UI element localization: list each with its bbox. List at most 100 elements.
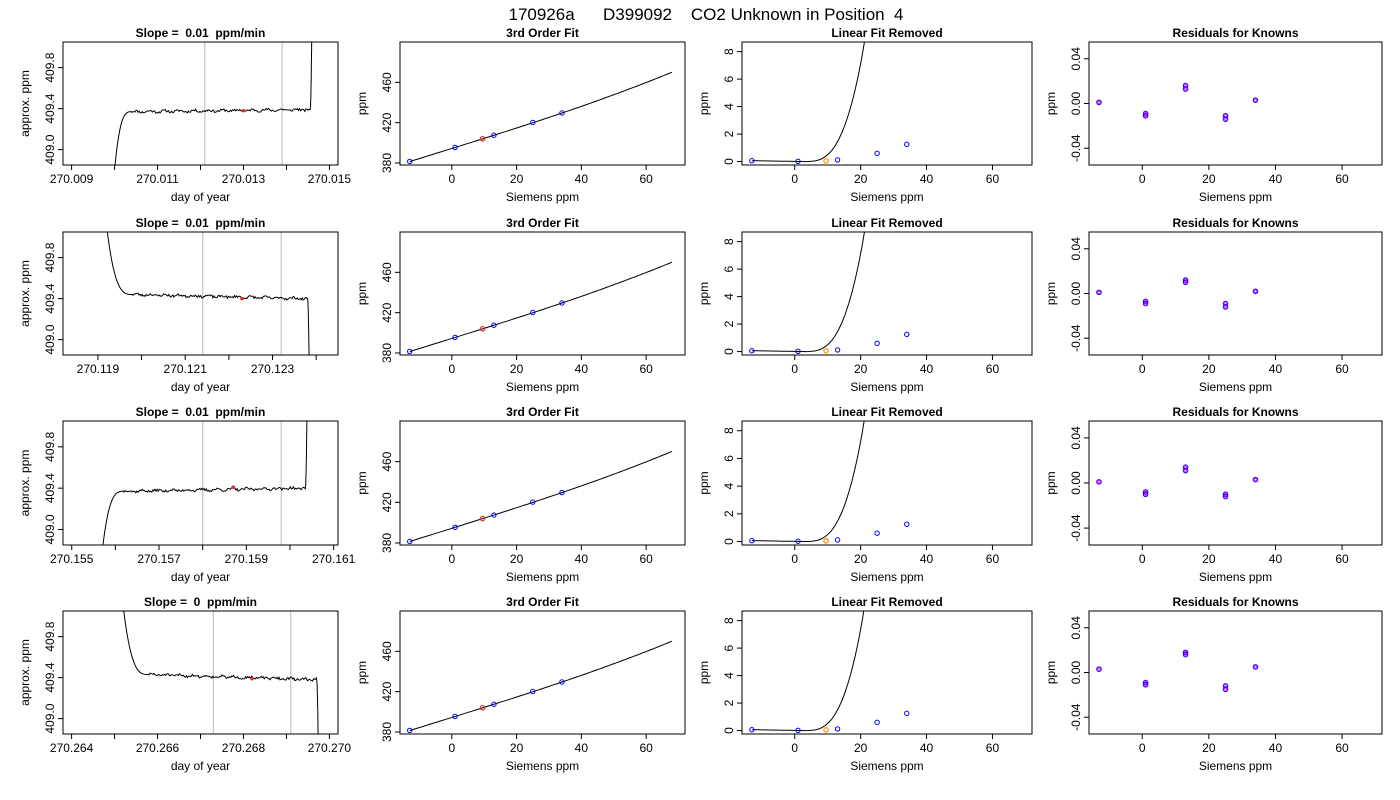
y-tick-label: 380: [380, 153, 394, 173]
residual-point: [1142, 300, 1149, 307]
y-tick-label: 409.4: [43, 283, 57, 313]
x-tick-label: 60: [986, 552, 1000, 566]
known-standard-point: [407, 538, 413, 545]
residual-point-inner: [1223, 305, 1228, 309]
residual-point: [1222, 491, 1229, 498]
fit-curve: [409, 71, 673, 163]
unknown-sample-point: [823, 727, 829, 733]
residual-point-inner: [1144, 301, 1148, 306]
x-tick-label: 20: [510, 362, 524, 376]
x-tick-label: 20: [510, 172, 524, 186]
plot-area: [749, 232, 910, 354]
panel-title: Linear Fit Removed: [831, 216, 942, 230]
x-tick-label: 0: [1139, 172, 1146, 186]
y-axis-label: approx. ppm: [18, 70, 32, 137]
y-tick-label: 420: [380, 681, 394, 701]
panel-title: Linear Fit Removed: [831, 405, 942, 419]
y-axis-label: ppm: [355, 471, 369, 494]
unknown-sample-point: [823, 158, 829, 164]
panel-title: 3rd Order Fit: [506, 216, 579, 230]
panel-frame: [62, 610, 339, 735]
plot-area: [749, 42, 910, 164]
plot-area: [106, 232, 310, 355]
residual-curve: [751, 611, 865, 732]
x-tick-label: 20: [854, 172, 868, 186]
known-standard-point: [407, 727, 413, 734]
x-tick-label: 20: [1202, 172, 1216, 186]
x-axis-label: Siemens ppm: [506, 570, 579, 584]
concentration-trace: [106, 232, 310, 355]
y-tick-label: 6: [722, 455, 736, 462]
y-axis-label: ppm: [697, 661, 711, 684]
residual-point: [1182, 279, 1189, 286]
residual-point-inner: [1097, 667, 1101, 671]
residual-point-inner: [1144, 114, 1148, 118]
y-tick-label: 0.00: [1069, 91, 1083, 115]
x-axis-label: Siemens ppm: [1199, 380, 1272, 394]
known-standard-point: [749, 727, 755, 733]
x-tick-label: 40: [575, 552, 589, 566]
plot-area: [1096, 82, 1259, 122]
known-standard-point: [904, 521, 910, 527]
x-tick-label: 60: [986, 362, 1000, 376]
known-standard-point: [491, 512, 497, 518]
y-tick-label: 4: [722, 103, 736, 110]
panel-frame: [399, 231, 686, 356]
known-standard-point: [904, 331, 910, 338]
y-tick-label: 380: [380, 343, 394, 363]
residual-point: [1182, 649, 1189, 656]
y-tick-label: 460: [380, 451, 394, 471]
plot-area: [407, 450, 673, 545]
y-tick-label: 460: [380, 641, 394, 661]
panel-residuals-row-3: Residuals for Knowns 0 20 40 60 -0.04 0.00 0.04…: [1044, 405, 1383, 584]
panel-frame: [62, 231, 339, 356]
residual-point: [1222, 116, 1229, 122]
y-tick-label: -0.04: [1069, 514, 1083, 542]
residual-point-inner: [1253, 665, 1258, 669]
residual-point: [1222, 686, 1229, 693]
y-tick-label: 409.0: [43, 514, 57, 544]
y-tick-label: 460: [380, 72, 394, 92]
x-tick-label: 0: [1139, 362, 1146, 376]
known-standard-point: [559, 300, 565, 306]
x-axis-label: Siemens ppm: [850, 570, 923, 584]
panel-linear_removed-row-4: Linear Fit Removed 0 20 40 60 0 2 4 6 8 Siemens pp…: [697, 595, 1033, 773]
x-tick-label: 20: [1202, 552, 1216, 566]
panel-grid: Slope = 0.01 ppm/min 270.009 270.011 270.01…: [18, 26, 1383, 773]
y-tick-label: -0.04: [1069, 703, 1083, 731]
unknown-sample-point: [479, 325, 486, 332]
known-standard-point: [904, 141, 910, 148]
y-tick-label: 0: [722, 158, 736, 165]
panel-title: Residuals for Knowns: [1172, 26, 1298, 40]
plot-area: [102, 421, 308, 545]
residual-point: [1182, 277, 1189, 283]
known-standard-point: [452, 144, 458, 151]
known-standard-point: [407, 348, 413, 355]
concentration-trace: [102, 421, 308, 545]
mean-marker: [240, 296, 244, 301]
residual-point-inner: [1097, 100, 1101, 104]
known-standard-point: [491, 322, 497, 328]
known-standard-point: [559, 110, 565, 116]
residual-point: [1252, 476, 1259, 483]
x-tick-label: 40: [1269, 741, 1283, 755]
panel-fit-row-4: 3rd Order Fit 0 20 40 60 380 420 460 Siemens ppm…: [355, 595, 686, 773]
residual-point-inner: [1097, 480, 1101, 484]
panel-title: Residuals for Knowns: [1172, 216, 1298, 230]
x-tick-label: 60: [639, 362, 653, 376]
residual-point: [1096, 666, 1102, 672]
known-standard-point: [530, 499, 536, 505]
panel-frame: [62, 41, 339, 166]
x-tick-label: 270.155: [50, 552, 94, 566]
panel-linear_removed-row-2: Linear Fit Removed 0 20 40 60 0 2 4 6 8 Siemens pp…: [697, 216, 1033, 394]
plot-area: [749, 611, 910, 733]
known-standard-point: [530, 309, 536, 316]
y-tick-label: 2: [722, 510, 736, 517]
known-standard-point: [834, 537, 841, 543]
panel-frame: [741, 420, 1033, 546]
known-standard-point: [407, 158, 413, 165]
panel-timeseries-row-3: Slope = 0.01 ppm/min 270.155 270.157 270.15…: [18, 405, 356, 584]
page-title: 170926a D399092 CO2 Unknown in Position …: [508, 5, 903, 24]
residual-point: [1142, 491, 1149, 498]
y-tick-label: 409.8: [43, 621, 57, 651]
